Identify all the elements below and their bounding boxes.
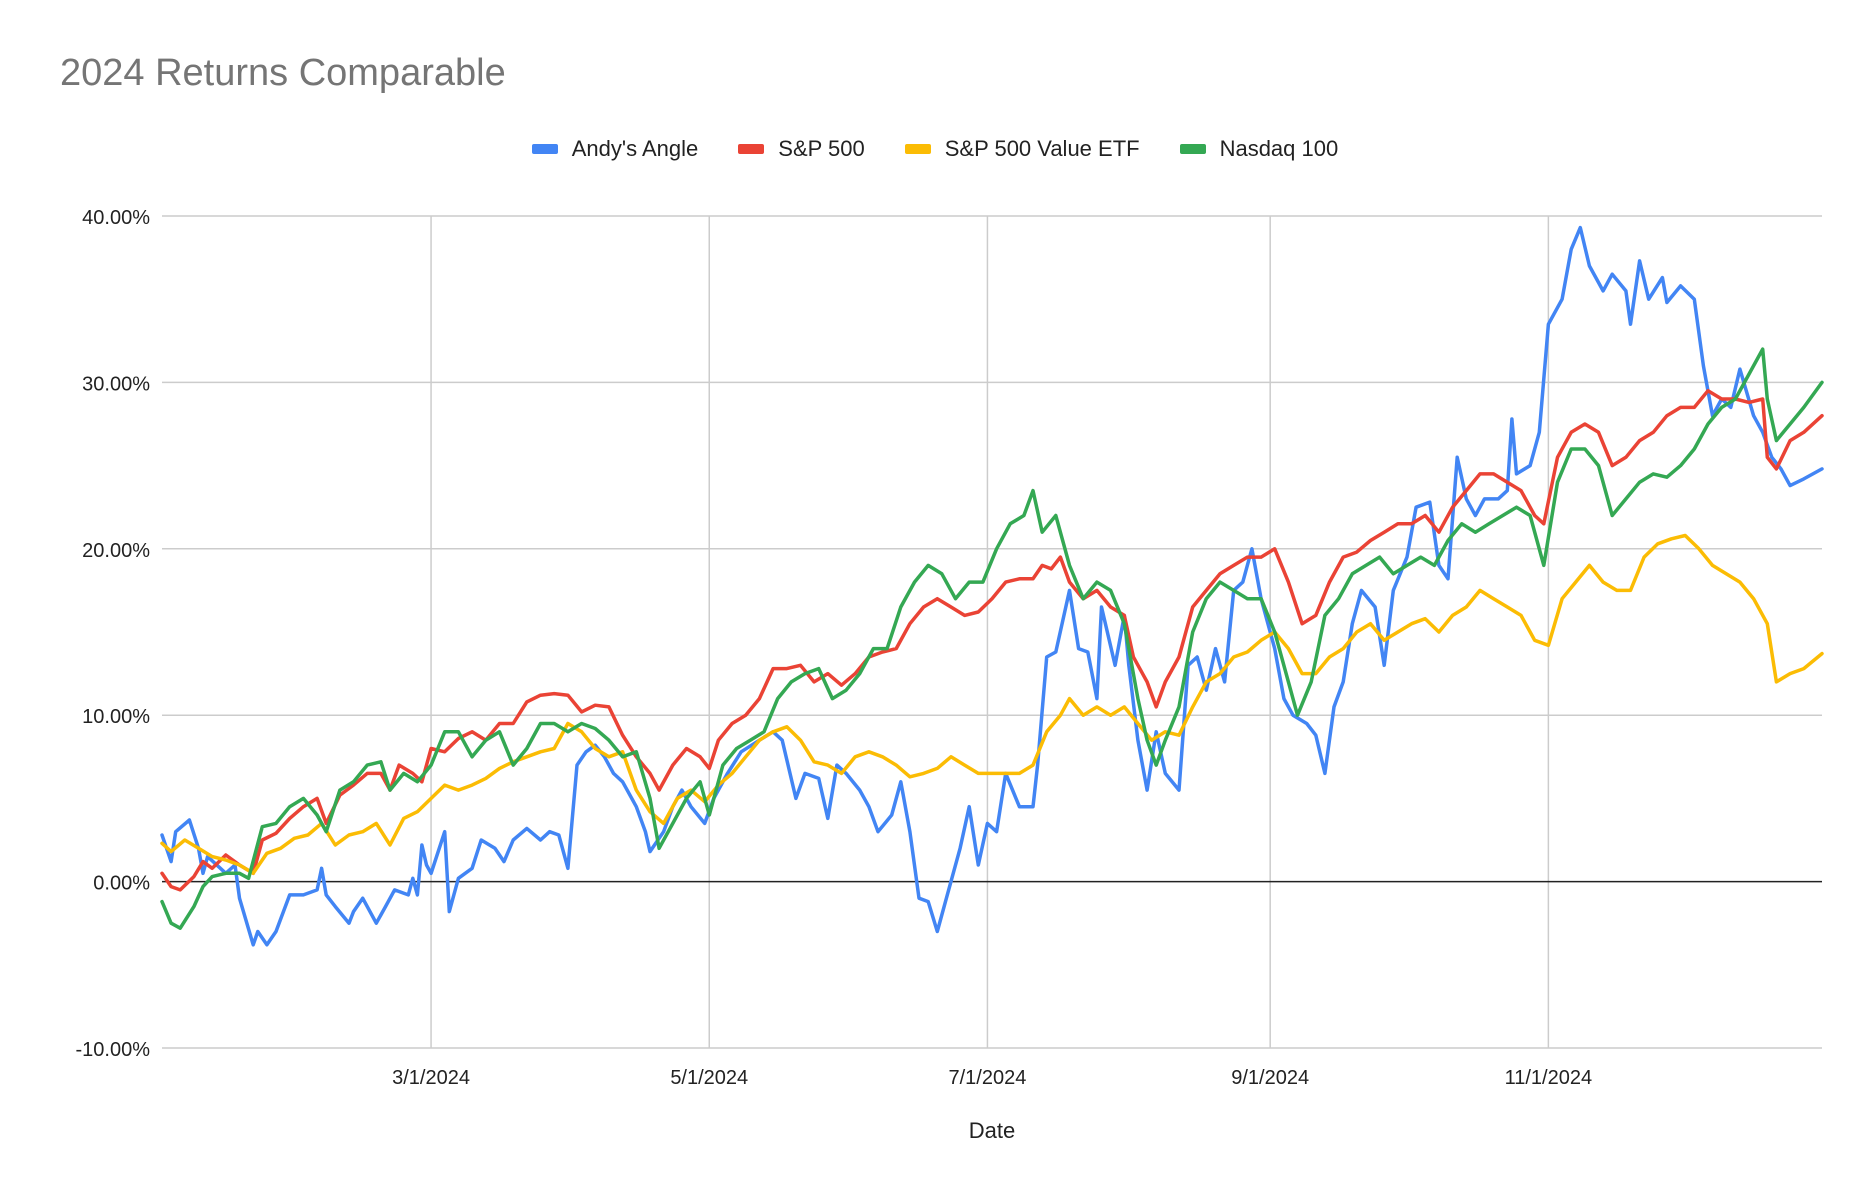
series-line-2 — [160, 533, 1824, 876]
legend-swatch-nasdaq-100 — [1179, 144, 1206, 154]
legend-item-sp500-value-etf[interactable]: S&P 500 Value ETF — [904, 136, 1140, 162]
legend-item-andys-angle[interactable]: Andy's Angle — [531, 136, 699, 162]
y-tick-label: 10.00% — [82, 706, 150, 728]
y-tick-label: 20.00% — [82, 540, 150, 562]
y-tick-label: 40.00% — [82, 207, 150, 229]
legend-label-sp500-value-etf: S&P 500 Value ETF — [944, 136, 1140, 161]
x-tick-label: 3/1/2024 — [392, 1067, 470, 1089]
chart-title: 2024 Returns Comparable — [60, 52, 506, 94]
y-axis-tick-labels: -10.00% 0.00% 10.00% 20.00% 30.00% 40.00% — [76, 207, 151, 1061]
legend-label-andys-angle: Andy's Angle — [571, 136, 699, 161]
legend-label-sp500: S&P 500 — [778, 136, 865, 161]
series-line-0 — [160, 225, 1824, 947]
series-lines — [160, 225, 1824, 947]
x-tick-label: 5/1/2024 — [670, 1067, 748, 1089]
y-tick-label: 0.00% — [93, 873, 150, 895]
series-line-1 — [160, 388, 1824, 892]
legend: Andy's Angle S&P 500 S&P 500 Value ETF N… — [0, 136, 1870, 162]
y-tick-label: -10.00% — [76, 1039, 151, 1061]
grid-lines — [162, 215, 1822, 1049]
legend-swatch-sp500-value-etf — [904, 144, 931, 154]
x-tick-label: 9/1/2024 — [1231, 1067, 1309, 1089]
y-tick-label: 30.00% — [82, 373, 150, 395]
x-axis-tick-labels: 3/1/2024 5/1/2024 7/1/2024 9/1/2024 11/1/202… — [392, 1067, 1592, 1089]
series-line-3 — [160, 347, 1824, 930]
x-tick-label: 11/1/2024 — [1505, 1067, 1593, 1089]
legend-swatch-sp500 — [738, 144, 765, 154]
legend-swatch-andys-angle — [531, 144, 558, 154]
legend-label-nasdaq-100: Nasdaq 100 — [1219, 136, 1339, 161]
x-axis-label: Date — [969, 1118, 1015, 1143]
legend-item-sp500[interactable]: S&P 500 — [738, 136, 865, 162]
x-tick-label: 7/1/2024 — [949, 1067, 1027, 1089]
legend-item-nasdaq-100[interactable]: Nasdaq 100 — [1179, 136, 1339, 162]
